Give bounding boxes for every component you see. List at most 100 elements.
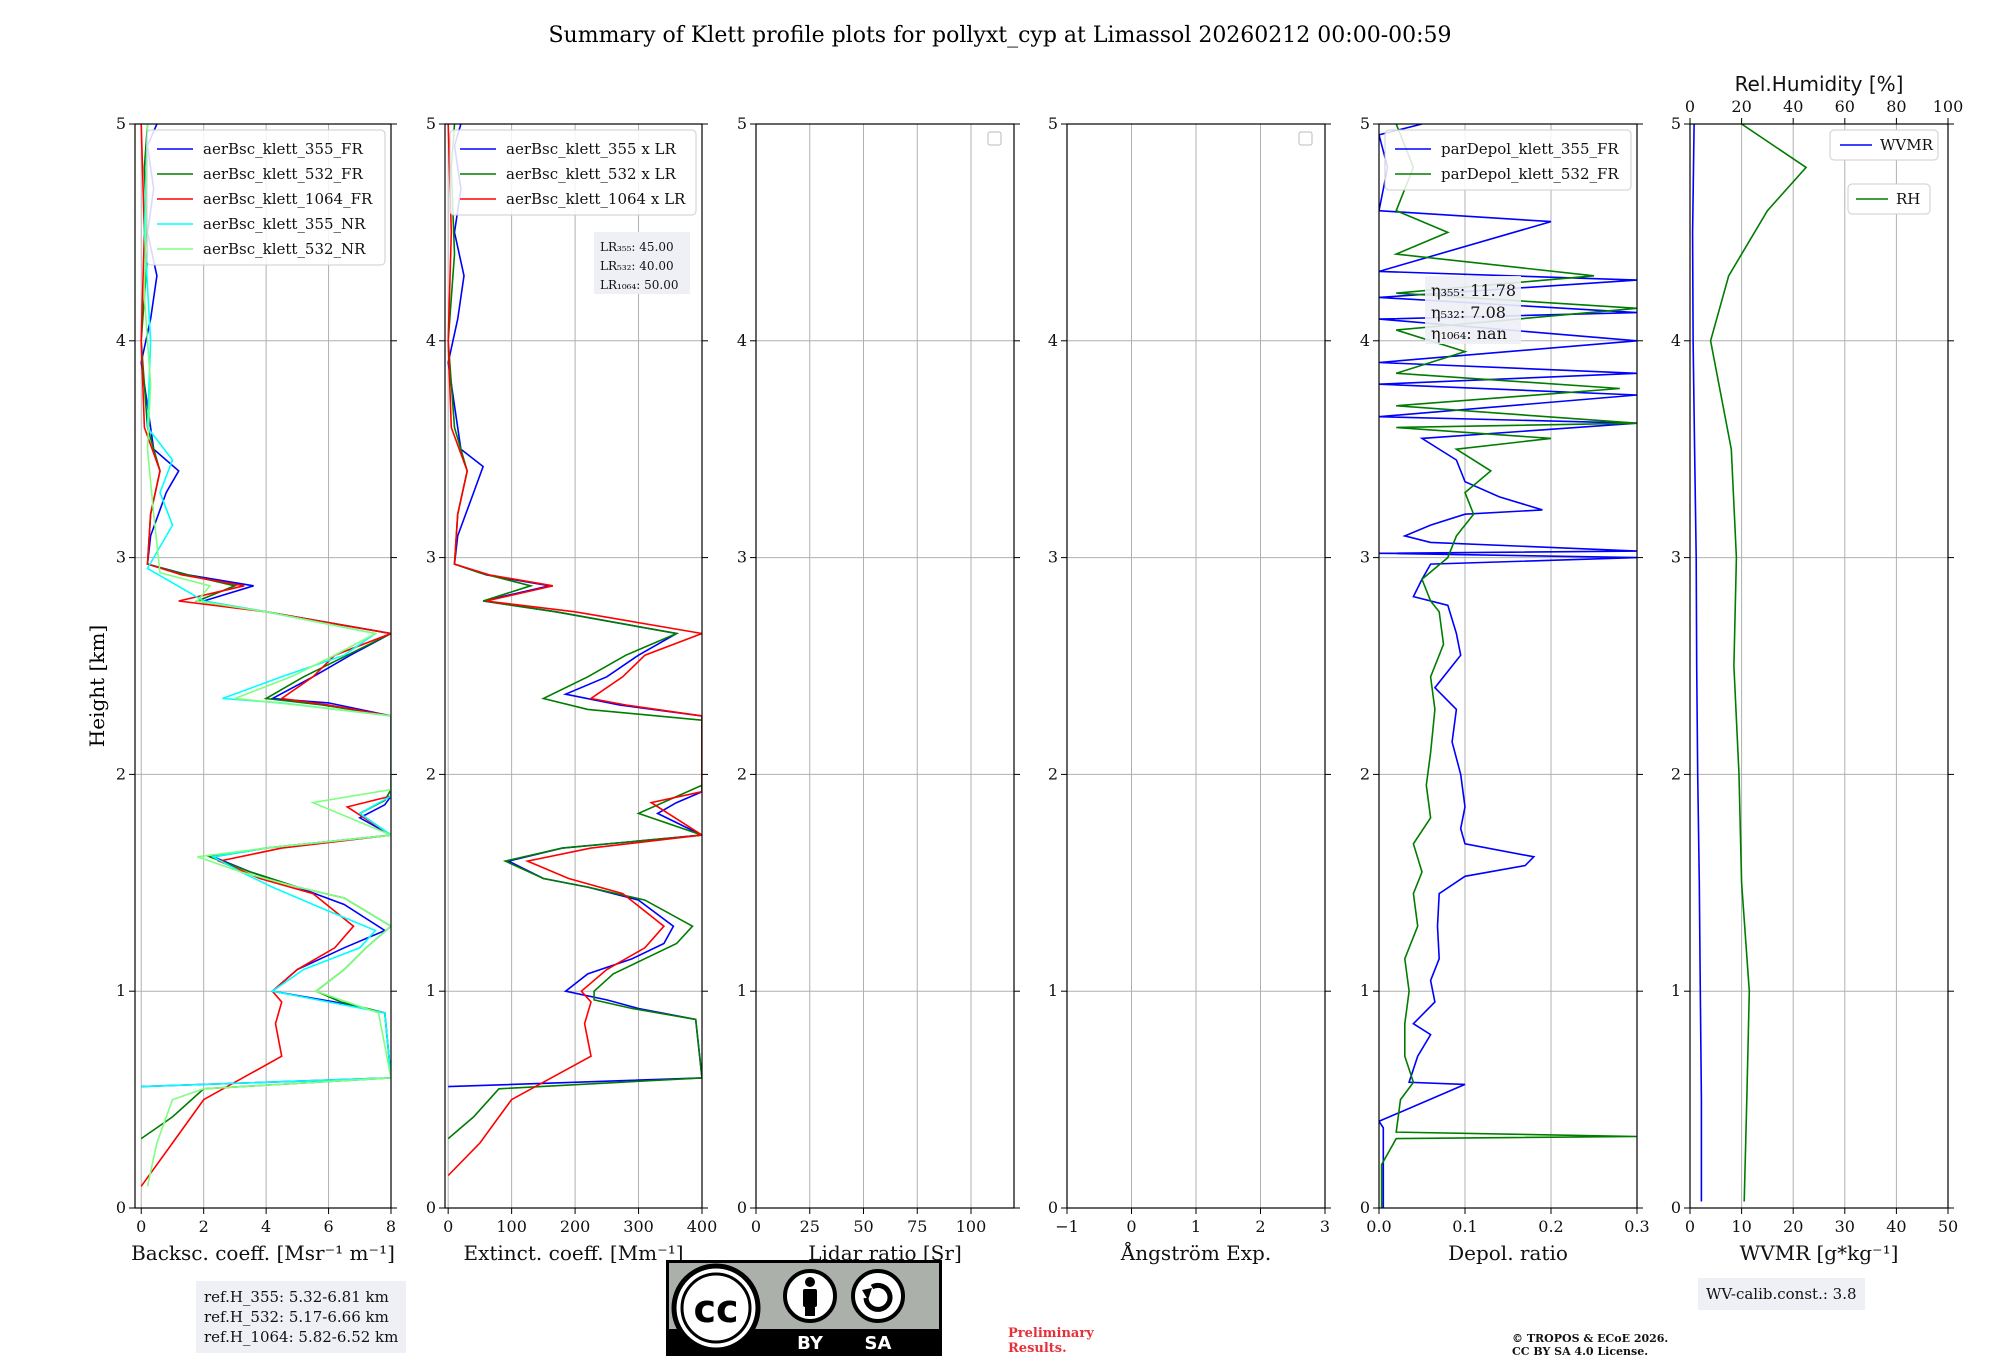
- x-tick-label: 0: [1126, 1217, 1136, 1236]
- x-tick-label: 40: [1886, 1217, 1906, 1236]
- y-tick-label: 4: [426, 331, 436, 350]
- panel-depol: 0.0 0.1 0.2 0.3 0 1 2 3 4 5 Depol. ratio parDepol_k…: [1360, 114, 1650, 1265]
- y-tick-label: 2: [737, 764, 747, 783]
- x-tick-label: 1: [1191, 1217, 1201, 1236]
- sa-label: SA: [865, 1333, 892, 1354]
- copyright-line2: CC BY SA 4.0 License.: [1512, 1345, 1649, 1358]
- series-line-WVMR: [1691, 124, 1703, 1202]
- x2-tick-label: 100: [1933, 97, 1964, 116]
- eta-1064: η₁₀₆₄: nan: [1431, 324, 1507, 343]
- ref-height-532: ref.H_532: 5.17-6.66 km: [204, 1308, 389, 1326]
- cc-by-sa-badge: cc BY SA: [666, 1260, 942, 1356]
- x-tick-label: 50: [853, 1217, 873, 1236]
- y-tick-label: 5: [1360, 114, 1370, 133]
- empty-legend-box: [987, 131, 1002, 146]
- y-tick-label: 0: [116, 1198, 126, 1217]
- x2-tick-label: 20: [1731, 97, 1751, 116]
- x-tick-label: 6: [323, 1217, 333, 1236]
- wv-calibration-text: WV-calib.const.: 3.8: [1706, 1285, 1857, 1303]
- x-tick-label: 50: [1938, 1217, 1958, 1236]
- plot-frame: [444, 123, 703, 1209]
- sa-share-alike-icon: [851, 1269, 905, 1323]
- y-tick-label: 2: [426, 764, 436, 783]
- wv-calibration-box: WV-calib.const.: 3.8: [1698, 1278, 1865, 1310]
- legend-entry: parDepol_klett_532_FR: [1441, 165, 1619, 183]
- legend-entry-rh: RH: [1896, 190, 1920, 208]
- x-tick-label: 0: [136, 1217, 146, 1236]
- plot-frame: [134, 123, 392, 1209]
- x-tick-label: 100: [496, 1217, 527, 1236]
- y-tick-label: 0: [426, 1198, 436, 1217]
- y-tick-label: 1: [426, 981, 436, 1000]
- y-tick-label: 1: [1048, 981, 1058, 1000]
- legend-entry: aerBsc_klett_532_FR: [203, 165, 363, 183]
- preliminary-line2: Results.: [1008, 1341, 1067, 1356]
- x2-tick-label: 80: [1886, 97, 1906, 116]
- y-tick-label: 5: [116, 114, 126, 133]
- y-tick-label: 4: [737, 331, 747, 350]
- y-tick-label: 5: [1671, 114, 1681, 133]
- x-tick-label: 100: [956, 1217, 987, 1236]
- legend-box: [1384, 129, 1632, 191]
- x-axis-label: Depol. ratio: [1448, 1241, 1568, 1265]
- y-tick-label: 3: [1360, 548, 1370, 567]
- legend-box-wvmr: [1829, 129, 1939, 161]
- eta-532: η₅₃₂: 7.08: [1431, 303, 1506, 322]
- series-line-RH: [1709, 124, 1808, 1202]
- figure-title: Summary of Klett profile plots for polly…: [548, 23, 1451, 48]
- x-tick-label: 0.3: [1624, 1217, 1649, 1236]
- y-tick-label: 2: [1048, 764, 1058, 783]
- series-line-parDepol_klett_355_FR: [1379, 124, 1637, 1208]
- reference-height-box: ref.H_355: 5.32-6.81 km ref.H_532: 5.17-…: [196, 1281, 407, 1353]
- y-tick-label: 4: [1048, 331, 1058, 350]
- legend-entry: aerBsc_klett_532 x LR: [506, 165, 677, 183]
- y-tick-label: 3: [1048, 548, 1058, 567]
- plot-frame: [1378, 123, 1638, 1209]
- x-axis-label: Extinct. coeff. [Mm⁻¹]: [463, 1241, 683, 1265]
- x-tick-label: 3: [1320, 1217, 1330, 1236]
- x-tick-label: 4: [261, 1217, 271, 1236]
- legend-entry: aerBsc_klett_1064 x LR: [506, 190, 686, 208]
- legend-entry: aerBsc_klett_355 x LR: [506, 140, 677, 158]
- lr-532: LR₅₃₂: 40.00: [600, 259, 674, 273]
- copyright-line1: © TROPOS & ECoE 2026.: [1512, 1332, 1669, 1345]
- x-tick-label: 2: [1255, 1217, 1265, 1236]
- legend-box-rh: [1847, 183, 1931, 215]
- ref-height-355: ref.H_355: 5.32-6.81 km: [204, 1288, 389, 1306]
- lr-1064: LR₁₀₆₄: 50.00: [600, 278, 678, 292]
- y-tick-label: 0: [1360, 1198, 1370, 1217]
- panel-extinction: 0 100 200 300 400 0 1 2 3 4 5 Extinct. coeff. [Mm⁻¹…: [426, 114, 717, 1265]
- y-tick-label: 4: [1360, 331, 1370, 350]
- x2-tick-label: 60: [1835, 97, 1855, 116]
- y-tick-label: 0: [737, 1198, 747, 1217]
- series-line-aerBsc_klett_1064_FR: [140, 124, 391, 1187]
- cc-logo-text: cc: [693, 1287, 738, 1331]
- x-axis-label: Backsc. coeff. [Msr⁻¹ m⁻¹]: [131, 1241, 395, 1265]
- x-tick-label: 0.2: [1538, 1217, 1563, 1236]
- x-tick-label: −1: [1055, 1217, 1079, 1236]
- y-tick-label: 5: [1048, 114, 1058, 133]
- y-tick-label: 2: [1671, 764, 1681, 783]
- x-tick-label: 400: [687, 1217, 718, 1236]
- y-tick-label: 1: [1671, 981, 1681, 1000]
- plot-frame: [1689, 123, 1949, 1209]
- y-tick-label: 3: [1671, 548, 1681, 567]
- x-tick-label: 75: [907, 1217, 927, 1236]
- x-tick-label: 300: [623, 1217, 654, 1236]
- y-tick-label: 1: [737, 981, 747, 1000]
- plot-frame: [755, 123, 1015, 1209]
- x-tick-label: 25: [800, 1217, 820, 1236]
- x-tick-label: 0.1: [1452, 1217, 1477, 1236]
- series-line-aerBsc_klett_355_NR: [141, 124, 391, 1088]
- y-tick-label: 2: [1360, 764, 1370, 783]
- lidar-ratio-box: [594, 232, 690, 294]
- legend-box: [146, 129, 386, 266]
- series-line-aerBsc_klett_1064 x LR: [447, 124, 702, 1177]
- x-axis-label: Ångström Exp.: [1120, 1240, 1271, 1265]
- y-tick-label: 3: [426, 548, 436, 567]
- y-tick-label: 2: [116, 764, 126, 783]
- y-axis-label: Height [km]: [85, 625, 109, 747]
